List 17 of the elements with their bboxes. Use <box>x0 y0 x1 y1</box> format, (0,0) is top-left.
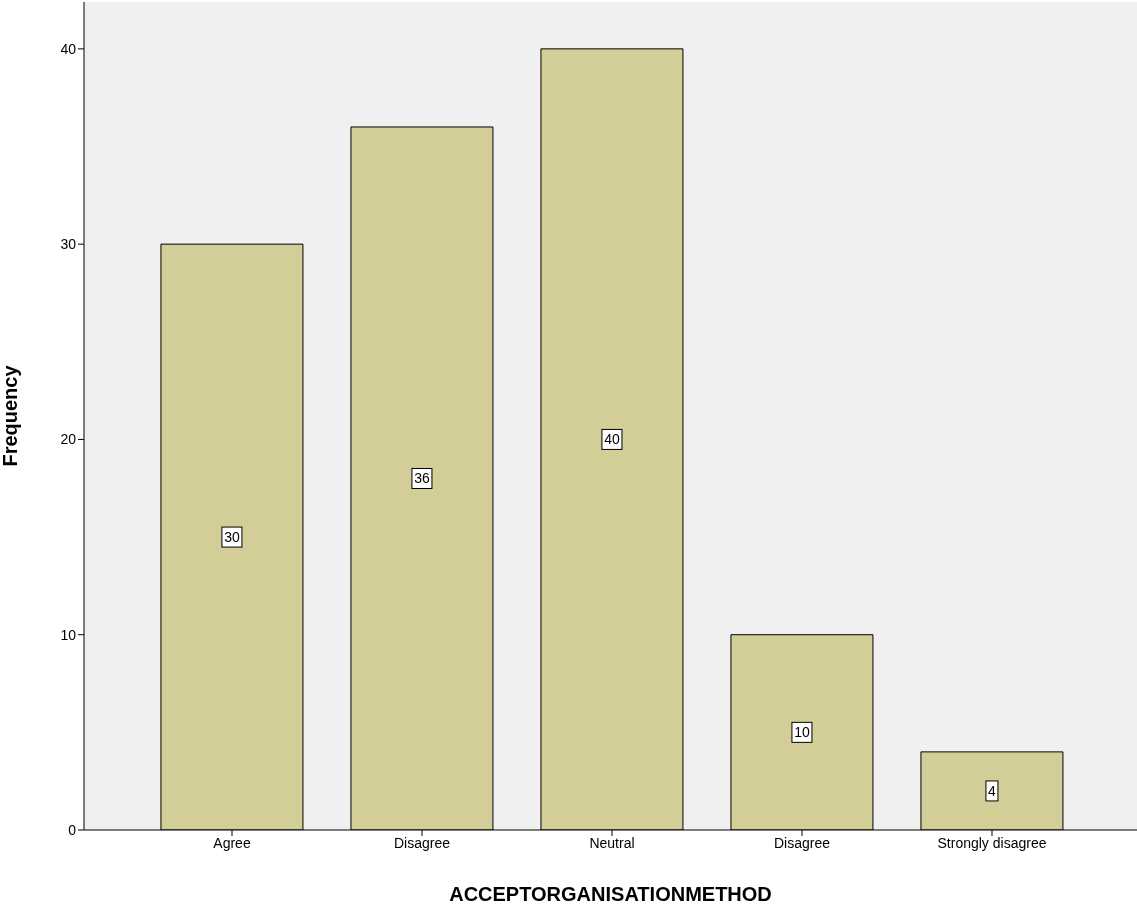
y-tick-label: 20 <box>60 431 77 448</box>
x-tick-label: Agree <box>213 834 251 851</box>
x-axis-title: ACCEPTORGANISATIONMETHOD <box>449 883 772 905</box>
y-tick-label: 10 <box>60 626 77 643</box>
data-label: 40 <box>604 431 620 448</box>
y-tick-label: 0 <box>68 821 77 838</box>
x-tick-label: Disagree <box>773 834 831 851</box>
data-label: 30 <box>224 529 240 546</box>
data-label: 4 <box>988 782 997 799</box>
x-tick-label: Neutral <box>589 834 635 851</box>
y-axis-title: Frequency <box>0 364 22 467</box>
y-tick-label: 30 <box>60 236 77 253</box>
data-label: 36 <box>414 470 430 487</box>
x-tick-label: Disagree <box>393 834 451 851</box>
x-tick-label: Strongly disagree <box>937 834 1047 851</box>
data-label: 10 <box>794 724 810 741</box>
y-tick-label: 40 <box>60 40 77 57</box>
